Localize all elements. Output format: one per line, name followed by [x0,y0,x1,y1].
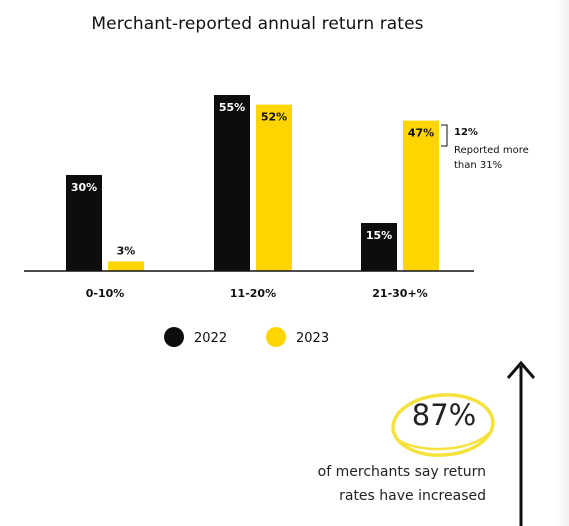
bar-value-label-2022-1: 55% [219,101,245,114]
bar-2023-2 [403,120,439,271]
bar-2022-1 [214,95,250,271]
category-label-2: 21-30+% [372,287,427,300]
annotation-percent: 12% [454,127,478,138]
bar-2023-1 [256,104,292,271]
legend-label-2023: 2023 [296,331,329,346]
annotation-bracket: 12% Reported more than 31% [441,124,529,171]
stat-caption: of merchants say return rates have incre… [250,460,486,508]
category-label-0: 0-10% [86,287,125,300]
bracket-line [441,124,448,147]
legend: 2022 2023 [164,327,329,347]
caption-line-1: of merchants say return [317,464,486,480]
page-edge-shadow [555,0,569,526]
legend-swatch-2023 [266,327,286,347]
category-labels: 0-10% 11-20% 21-30+% [86,287,428,300]
bar-value-label-2023-1: 52% [261,111,287,124]
annotation-line-2: than 31% [454,160,502,171]
bar-2022-0 [66,175,102,271]
caption-line-2: rates have increased [339,488,486,504]
stat-percent: 87% [411,398,477,432]
bar-2022-2 [361,223,397,271]
highlight-stroke [395,429,493,451]
highlight-circle [391,393,495,457]
bar-value-label-2023-2: 47% [408,127,434,140]
legend-label-2022: 2022 [194,331,227,346]
up-arrow-icon [506,360,536,526]
bar-value-label-2022-2: 15% [366,229,392,242]
chart-title: Merchant-reported annual return rates [91,14,424,34]
bar-group [66,95,439,271]
category-label-1: 11-20% [230,287,276,300]
legend-swatch-2022 [164,327,184,347]
annotation-line-1: Reported more [454,145,529,156]
bar-value-labels: 30% 3% 55% 52% 15% 47% [71,101,434,257]
bar-2023-0 [108,261,144,271]
bar-value-label-2022-0: 30% [71,181,97,194]
bar-value-label-2023-0: 3% [117,244,136,257]
